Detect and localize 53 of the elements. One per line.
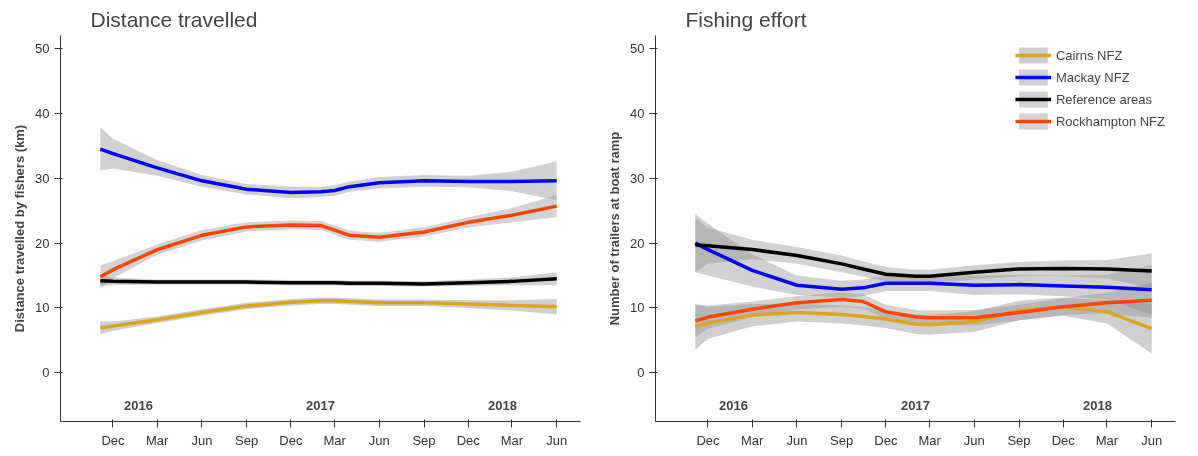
annotation: 2018 <box>488 397 517 413</box>
x-tick-label: Mar <box>146 432 170 448</box>
y-tick-label: 20 <box>630 235 645 251</box>
y-tick-label: 20 <box>35 235 50 251</box>
x-tick-label: Jun <box>786 432 808 448</box>
line-series <box>693 297 1154 323</box>
y-tick-label: 40 <box>630 105 645 121</box>
x-tick-label: Mar <box>918 432 942 448</box>
x-tick-label: Jun <box>191 432 213 448</box>
line-series <box>98 147 559 195</box>
y-tick-label: 40 <box>35 105 50 121</box>
line-series <box>98 204 559 279</box>
y-tick-label: 50 <box>35 40 50 56</box>
annotation: 2017 <box>901 397 930 413</box>
x-tick-label: Jun <box>1141 432 1163 448</box>
annotation: 2017 <box>306 397 335 413</box>
x-tick-label: Dec <box>874 432 898 448</box>
x-tick-label: Sep <box>830 432 854 448</box>
x-tick-label: Dec <box>1051 432 1076 448</box>
x-tick-label: Sep <box>235 432 259 448</box>
y-tick-label: 0 <box>42 365 50 381</box>
x-tick-label: Jun <box>546 432 568 448</box>
x-tick-label: Sep <box>1007 432 1031 448</box>
x-tick-label: Dec <box>456 432 481 448</box>
x-tick-label: Mar <box>741 432 765 448</box>
y-tick-label: 0 <box>637 365 645 381</box>
y-tick-label: 30 <box>630 170 645 186</box>
x-tick-label: Mar <box>1095 432 1119 448</box>
x-tick-label: Dec <box>101 432 126 448</box>
legend-label: Cairns NFZ <box>1055 47 1123 63</box>
line-series <box>693 243 1154 278</box>
x-tick-label: Jun <box>963 432 985 448</box>
chart-title: Fishing effort <box>685 7 807 31</box>
x-tick-label: Dec <box>279 432 303 448</box>
line-series <box>693 241 1154 292</box>
y-axis-title: Distance travelled by fishers (km) <box>12 124 28 333</box>
y-tick-label: 10 <box>630 300 645 316</box>
chart-title: Distance travelled <box>90 7 258 31</box>
x-tick-label: Mar <box>500 432 524 448</box>
legend-label: Mackay NFZ <box>1055 69 1130 85</box>
y-tick-label: 10 <box>35 300 50 316</box>
x-tick-label: Dec <box>696 432 721 448</box>
legend-label: Rockhampton NFZ <box>1055 113 1165 129</box>
y-tick-label: 30 <box>35 170 50 186</box>
y-axis-title: Number of trailers at boat ramp <box>607 131 623 326</box>
x-tick-label: Jun <box>368 432 390 448</box>
y-tick-label: 50 <box>630 40 645 56</box>
annotation: 2018 <box>1083 397 1112 413</box>
x-tick-label: Sep <box>412 432 436 448</box>
x-tick-label: Mar <box>323 432 347 448</box>
annotation: 2016 <box>124 397 153 413</box>
legend-label: Reference areas <box>1055 91 1153 107</box>
annotation: 2016 <box>719 397 748 413</box>
